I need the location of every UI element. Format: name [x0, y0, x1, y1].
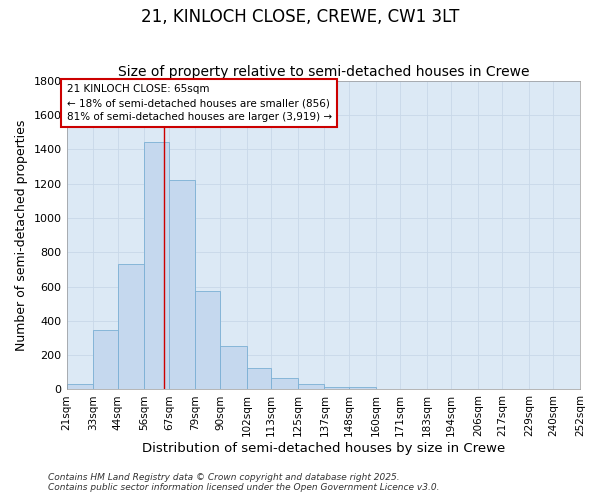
- Text: 21 KINLOCH CLOSE: 65sqm
← 18% of semi-detached houses are smaller (856)
81% of s: 21 KINLOCH CLOSE: 65sqm ← 18% of semi-de…: [67, 84, 332, 122]
- Bar: [93, 330, 118, 390]
- Bar: [196, 291, 220, 390]
- Bar: [271, 378, 298, 390]
- Bar: [349, 387, 376, 390]
- Bar: [247, 368, 271, 390]
- Bar: [298, 384, 325, 390]
- Title: Size of property relative to semi-detached houses in Crewe: Size of property relative to semi-detach…: [118, 66, 529, 80]
- Bar: [376, 389, 400, 390]
- Bar: [325, 387, 349, 390]
- Bar: [145, 142, 169, 390]
- Bar: [118, 264, 145, 390]
- Bar: [478, 389, 502, 390]
- X-axis label: Distribution of semi-detached houses by size in Crewe: Distribution of semi-detached houses by …: [142, 442, 505, 455]
- Bar: [451, 389, 478, 390]
- Y-axis label: Number of semi-detached properties: Number of semi-detached properties: [15, 120, 28, 351]
- Bar: [529, 389, 553, 390]
- Text: 21, KINLOCH CLOSE, CREWE, CW1 3LT: 21, KINLOCH CLOSE, CREWE, CW1 3LT: [141, 8, 459, 26]
- Text: Contains HM Land Registry data © Crown copyright and database right 2025.
Contai: Contains HM Land Registry data © Crown c…: [48, 473, 439, 492]
- Bar: [67, 384, 93, 390]
- Bar: [427, 389, 451, 390]
- Bar: [400, 389, 427, 390]
- Bar: [220, 346, 247, 390]
- Bar: [169, 180, 196, 390]
- Bar: [553, 389, 580, 390]
